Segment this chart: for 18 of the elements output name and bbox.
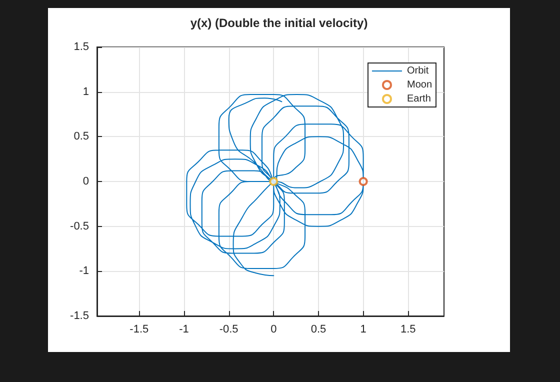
- y-tick-label: -1.5: [70, 310, 89, 322]
- x-tick-label: -1: [179, 324, 189, 336]
- chart-title: y(x) (Double the initial velocity): [190, 16, 368, 30]
- legend-label: Earth: [406, 94, 431, 104]
- y-tick-label: 1.5: [74, 41, 89, 53]
- x-tick-label: 0.5: [310, 324, 326, 336]
- y-tick-label: 1: [82, 86, 89, 98]
- x-tick-label: 1.5: [400, 324, 416, 336]
- y-tick-label: -1: [79, 265, 89, 278]
- legend-label: Orbit: [406, 66, 429, 76]
- x-tick-label: -0.5: [219, 324, 238, 336]
- y-tick-label: -0.5: [70, 220, 89, 232]
- y-tick-label: 0.5: [74, 130, 89, 143]
- x-tick-label: -1.5: [130, 324, 149, 336]
- x-tick-label: 0: [270, 324, 277, 336]
- legend-label: Moon: [406, 80, 432, 90]
- y-tick-label: 0: [82, 176, 89, 188]
- x-tick-label: 1: [360, 324, 366, 336]
